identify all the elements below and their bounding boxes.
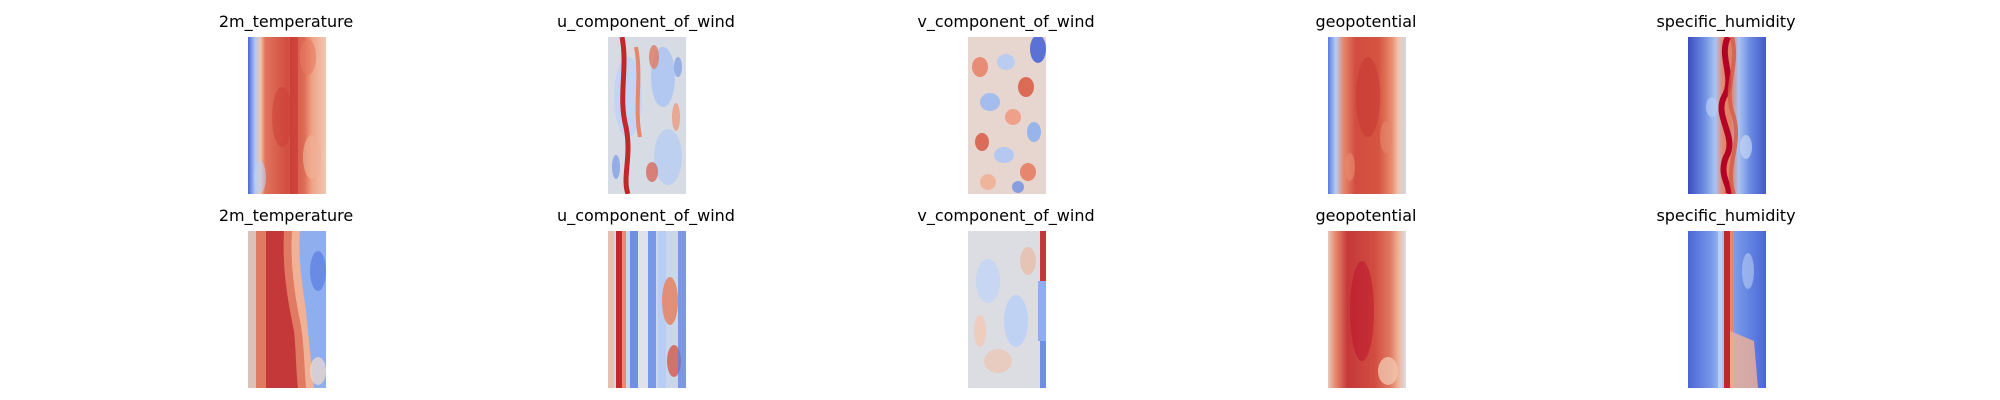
heatmap-row2-col4 <box>1328 231 1406 388</box>
heatmap-row2-col1 <box>248 231 326 388</box>
heatmap-row1-col1 <box>248 37 326 194</box>
panel-title-row1-col2: u_component_of_wind <box>557 12 735 31</box>
heatmap-row1-col4 <box>1328 37 1406 194</box>
panel-title-row1-col3: v_component_of_wind <box>917 12 1095 31</box>
panel-title-row2-col1: 2m_temperature <box>218 206 354 225</box>
heatmap-row1-col3 <box>968 37 1046 194</box>
heatmap-row2-col3 <box>968 231 1046 388</box>
panel-title-row1-col1: 2m_temperature <box>218 12 354 31</box>
heatmap-row1-col2 <box>608 37 686 194</box>
heatmap-row2-col2 <box>608 231 686 388</box>
panel-title-row2-col4: geopotential <box>1315 206 1417 225</box>
panel-title-row1-col5: specific_humidity <box>1656 12 1796 31</box>
heatmap-row1-col5 <box>1688 37 1766 194</box>
panel-title-row2-col3: v_component_of_wind <box>917 206 1095 225</box>
panel-title-row1-col4: geopotential <box>1315 12 1417 31</box>
heatmap-row2-col5 <box>1688 231 1766 388</box>
panel-title-row2-col5: specific_humidity <box>1656 206 1796 225</box>
panel-title-row2-col2: u_component_of_wind <box>557 206 735 225</box>
